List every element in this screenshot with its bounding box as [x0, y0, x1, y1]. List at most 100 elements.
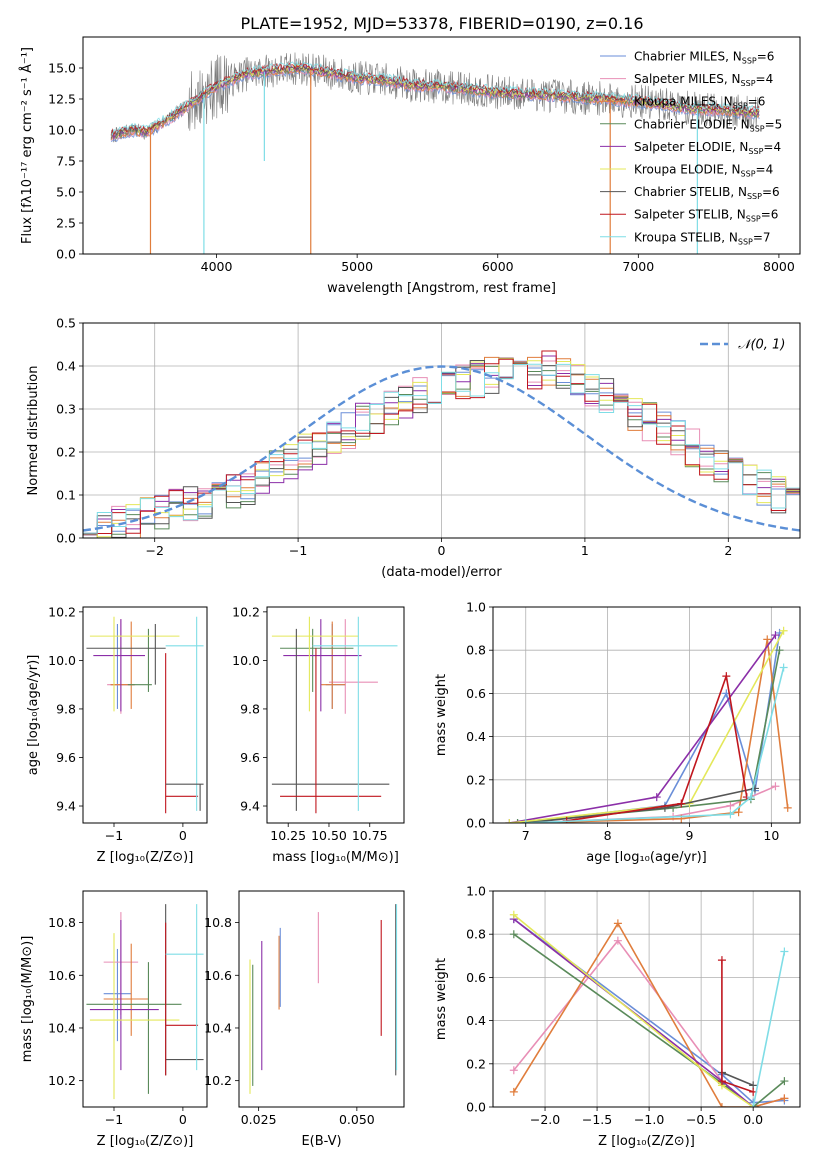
legend-count: =6 — [748, 95, 766, 109]
y-tick-label: 0.3 — [56, 402, 76, 417]
x-tick-label: 4000 — [201, 259, 233, 274]
point-marker-salpeter-stelib — [717, 1077, 726, 1086]
axes-frame-massweight_vs_age — [492, 606, 801, 824]
point-marker-kroupa-stelib — [726, 810, 735, 819]
legend-count: =6 — [762, 185, 780, 199]
series-line-salpeter-stelib — [566, 672, 748, 822]
legend-label-normal: 𝒩(0, 1) — [738, 338, 785, 353]
y-tick-label: 0.4 — [56, 359, 76, 374]
x-tick-label: 2 — [724, 543, 732, 558]
panel-massweight_vs_Z: −2.0 −1.5 −1.0 −0.5 0.0 0.0 0.2 0.4 0.6 0.8 1.0 Z [… — [434, 884, 801, 1149]
point-marker-salpeter-stelib — [722, 672, 731, 681]
panel-age_vs_mass: 10.25 10.50 10.75 9.4 9.6 9.8 10.0 10.2 mass [lo… — [232, 604, 405, 865]
y-tick-label: 0.1 — [56, 488, 76, 503]
data-layer-residuals — [83, 350, 800, 538]
data-layer-mass_vs_EBV — [249, 904, 398, 1094]
point-marker-salpeter-miles — [509, 1066, 518, 1075]
panel-age_vs_Z: −1 0 9.4 9.6 9.8 10.0 10.2 Z [log₁₀(Z/Z⊙)] age [… — [26, 604, 208, 865]
y-tick-label: 0.8 — [466, 643, 486, 658]
x-axis-label: E(B-V) — [301, 1134, 341, 1149]
y-tick-label: 0.6 — [466, 686, 486, 701]
legend-count: =6 — [757, 50, 775, 64]
panel-residuals: −2 −1 0 1 2 0.0 0.1 0.2 0.3 0.4 0.5 (data-model)/er… — [26, 316, 801, 580]
legend-subscript: SSP — [748, 147, 763, 156]
legend-text: Kroupa STELIB, N — [634, 230, 738, 244]
point-marker-kroupa-elodie — [779, 626, 788, 635]
data-layer-age_vs_Z — [86, 616, 204, 814]
y-tick-label: 10.8 — [48, 915, 76, 930]
y-tick-label: 1.0 — [466, 600, 486, 615]
x-tick-label: −1 — [289, 543, 307, 558]
x-tick-label: −2.0 — [530, 1112, 560, 1127]
legend-label-salpeter-stelib: Salpeter STELIB, NSSP=6 — [634, 208, 778, 224]
legend-text: Salpeter ELODIE, N — [634, 140, 748, 154]
y-axis-label: Flux [fλ10⁻¹⁷ erg cm⁻² s⁻¹ Å⁻¹] — [19, 47, 35, 244]
legend-subscript: SSP — [742, 57, 757, 66]
y-tick-label: 10.2 — [232, 604, 260, 619]
legend-text: Kroupa ELODIE, N — [634, 163, 741, 177]
legend-subscript: SSP — [738, 237, 753, 246]
point-marker-kroupa-elodie — [505, 819, 514, 823]
data-layer-age_vs_mass — [271, 616, 398, 814]
figure-title: PLATE=1952, MJD=53378, FIBERID=0190, z=0… — [240, 14, 643, 33]
x-tick-label: 0.0 — [743, 1112, 763, 1127]
x-tick-label: 7 — [522, 828, 530, 843]
x-tick-label: 7000 — [622, 259, 654, 274]
x-tick-label: −0.5 — [686, 1112, 716, 1127]
y-tick-label: 9.8 — [240, 701, 260, 716]
x-tick-label: −1 — [105, 828, 123, 843]
legend-subscript: SSP — [741, 79, 756, 88]
x-tick-label: 10.75 — [352, 828, 388, 843]
series-line-chabrier-elodie — [513, 933, 785, 1107]
x-tick-label: 0 — [179, 1112, 187, 1127]
axes-frame-mass_vs_EBV — [238, 890, 405, 1108]
series-line-kroupa-stelib — [752, 951, 786, 1107]
point-marker-kroupa-miles — [780, 1094, 789, 1103]
x-axis-label: (data-model)/error — [381, 565, 502, 580]
y-tick-label: 9.8 — [56, 701, 76, 716]
axes-frame-spectrum — [82, 36, 801, 255]
panel-massweight_vs_age: 7 8 9 10 0.0 0.2 0.4 0.6 0.8 1.0 age [log₁₀(age/yr… — [434, 600, 801, 865]
data-layer-massweight_vs_age — [505, 626, 792, 823]
y-tick-label: 5.0 — [56, 185, 76, 200]
point-marker-kroupa-stelib — [780, 947, 789, 956]
x-tick-label: 10 — [763, 828, 779, 843]
x-tick-label: −1.5 — [582, 1112, 612, 1127]
y-tick-label: 0.2 — [466, 1056, 486, 1071]
series-line-chabrier-miles — [513, 918, 785, 1104]
data-layer-massweight_vs_Z — [509, 910, 789, 1107]
legend-count: =5 — [765, 117, 783, 131]
axes-frame-age_vs_mass — [266, 606, 405, 824]
y-tick-label: 0.0 — [56, 247, 76, 262]
legend-label-chabrier-stelib: Chabrier STELIB, NSSP=6 — [634, 185, 780, 201]
series-line-chabrier-stelib — [721, 1071, 754, 1087]
x-tick-label: 0.050 — [339, 1112, 375, 1127]
legend-label-salpeter-miles: Salpeter MILES, NSSP=4 — [634, 72, 773, 88]
y-axis-label: mass weight — [434, 958, 449, 1040]
axes-frame-age_vs_Z — [82, 606, 208, 824]
x-axis-label: wavelength [Angstrom, rest frame] — [327, 281, 556, 296]
series-line-kroupa-stelib — [525, 667, 785, 823]
x-tick-label: 10.25 — [270, 828, 306, 843]
panel-mass_vs_EBV: 0.025 0.050 10.2 10.4 10.6 10.8 E(B-V) — [204, 890, 405, 1149]
legend-count: =7 — [753, 230, 771, 244]
histogram-kroupa-stelib — [83, 363, 800, 534]
y-tick-label: 10.0 — [48, 123, 76, 138]
point-marker-kroupa-stelib — [779, 663, 788, 672]
x-axis-label: Z [log₁₀(Z/Z⊙)] — [598, 1134, 695, 1149]
panel-mass_vs_Z: −1 0 10.2 10.4 10.6 10.8 Z [log₁₀(Z/Z⊙)] mass [… — [20, 890, 208, 1149]
x-tick-label: −1 — [105, 1112, 123, 1127]
y-tick-label: 10.4 — [204, 1020, 232, 1035]
x-tick-label: 5000 — [341, 259, 373, 274]
y-tick-label: 10.0 — [48, 653, 76, 668]
y-tick-label: 12.5 — [48, 92, 76, 107]
point-marker-kroupa-stelib — [521, 819, 530, 823]
y-tick-label: 1.0 — [466, 884, 486, 899]
y-axis-label: mass [log₁₀(M/M⊙)] — [20, 936, 35, 1063]
y-tick-label: 0.6 — [466, 970, 486, 985]
legend-label-salpeter-elodie: Salpeter ELODIE, NSSP=4 — [634, 140, 781, 156]
y-tick-label: 10.2 — [48, 1073, 76, 1088]
